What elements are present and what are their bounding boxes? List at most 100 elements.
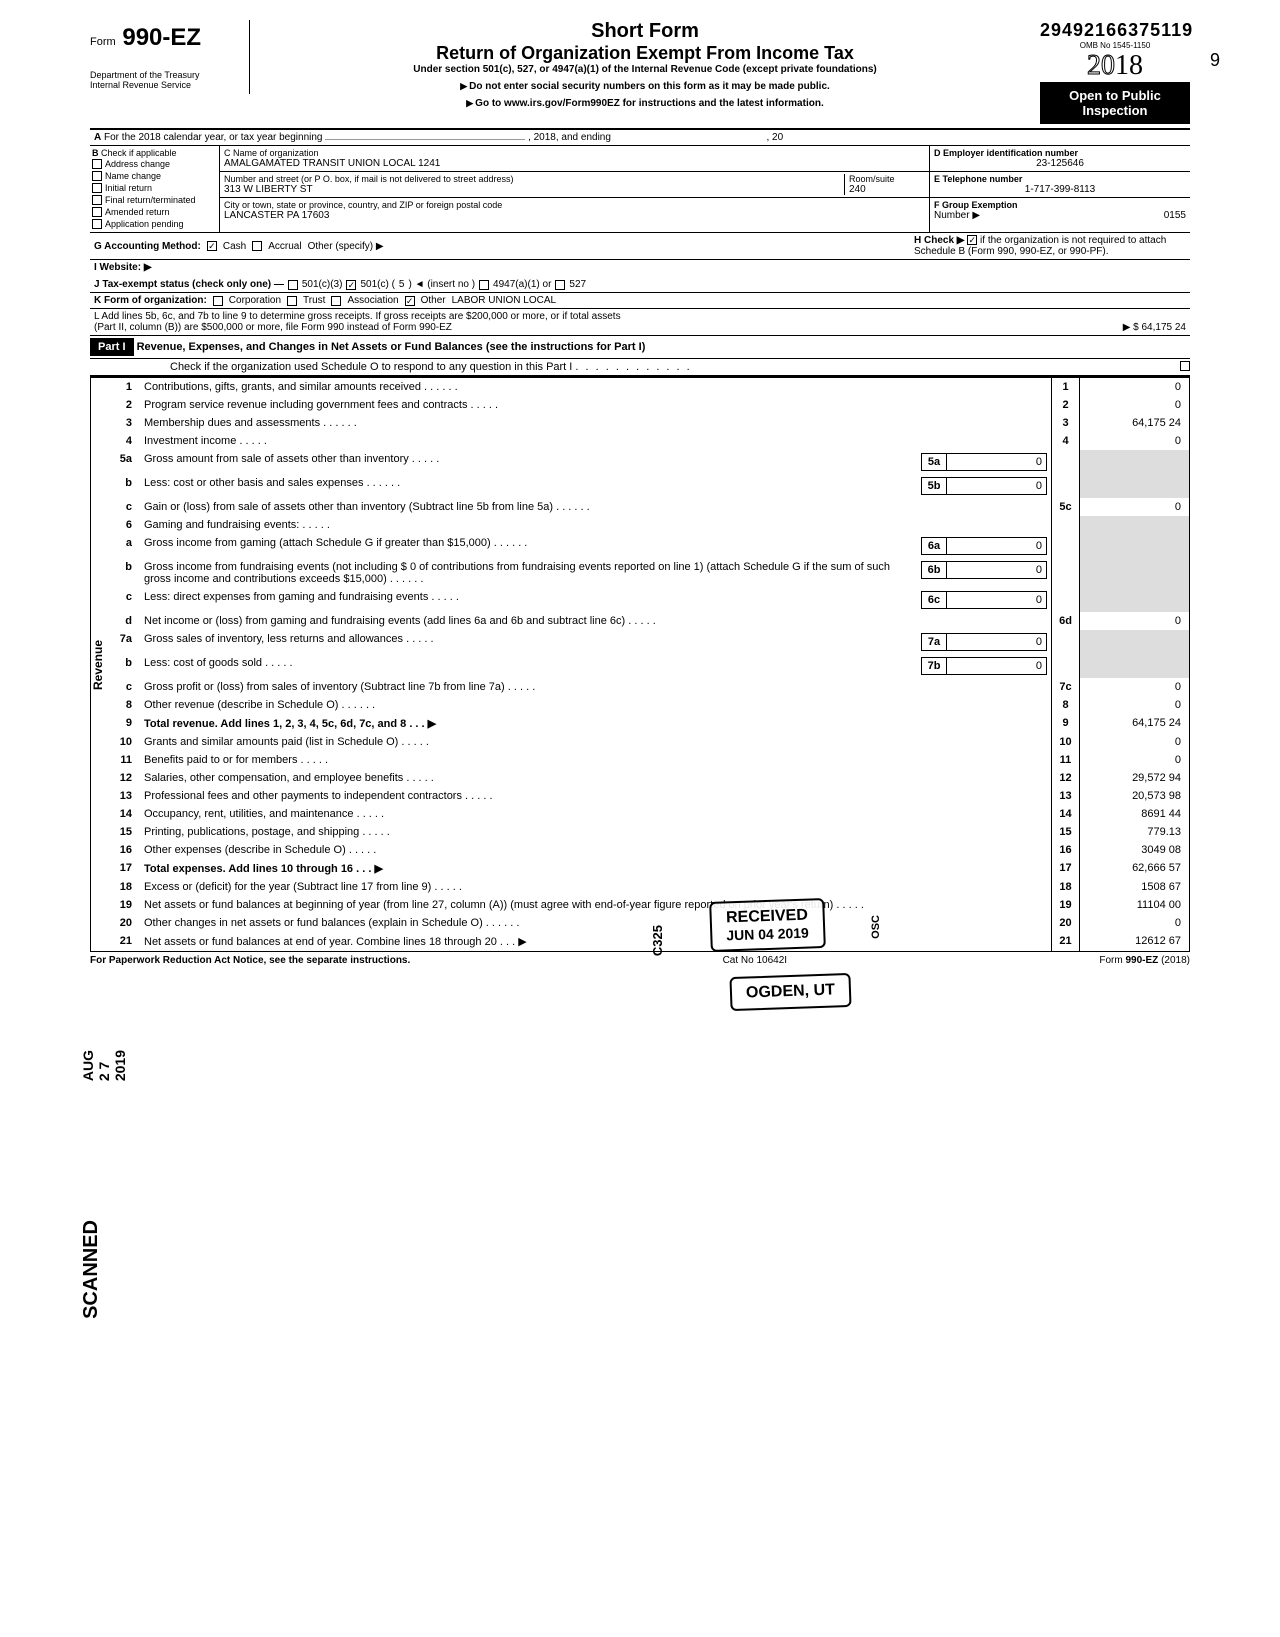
cb-initial-return[interactable] (92, 183, 102, 193)
line-number: 5a (112, 450, 140, 474)
cb-corp[interactable] (213, 296, 223, 306)
open-public-2: Inspection (1044, 103, 1186, 118)
line-desc: Program service revenue including govern… (140, 396, 912, 414)
row-a-text1: For the 2018 calendar year, or tax year … (104, 132, 322, 143)
vert-c325: C325 (650, 925, 665, 956)
box-label: 8 (1052, 696, 1080, 714)
inner-box-value: 0 (947, 561, 1047, 579)
line-row: 12Salaries, other compensation, and empl… (112, 769, 1190, 787)
cb-amended[interactable] (92, 207, 102, 217)
cb-cash[interactable] (207, 241, 217, 251)
line-number: 9 (112, 714, 140, 733)
line-desc: Net income or (loss) from gaming and fun… (140, 612, 912, 630)
group-exemption: 0155 (1164, 210, 1186, 221)
org-name: AMALGAMATED TRANSIT UNION LOCAL 1241 (224, 158, 925, 169)
line-desc: Gross income from fundraising events (no… (140, 558, 912, 588)
cb-name-change[interactable] (92, 171, 102, 181)
omb-number: OMB No 1545-1150 (1040, 41, 1190, 50)
cb-assoc[interactable] (331, 296, 341, 306)
box-value-shaded (1080, 654, 1190, 678)
cb-app-pending[interactable] (92, 219, 102, 229)
e-label: E Telephone number (934, 174, 1186, 184)
side-revenue: Revenue (90, 378, 112, 951)
line-number: 6 (112, 516, 140, 534)
box-label: 21 (1052, 932, 1080, 951)
directive-ssn: Do not enter social security numbers on … (258, 81, 1032, 92)
b-check-if: Check if applicable (101, 148, 177, 158)
lbl-501c3: 501(c)(3) (302, 279, 343, 290)
line-desc: Gross sales of inventory, less returns a… (140, 630, 912, 654)
line-number: b (112, 474, 140, 498)
line-row: cGain or (loss) from sale of assets othe… (112, 498, 1190, 516)
box-label: 19 (1052, 896, 1080, 914)
f-label: F Group Exemption (934, 200, 1186, 210)
line-row: 13Professional fees and other payments t… (112, 787, 1190, 805)
inner-box-label: 6c (921, 591, 947, 609)
cb-other-org[interactable] (405, 296, 415, 306)
form-number: 990-EZ (122, 24, 201, 51)
line-desc: Gross income from gaming (attach Schedul… (140, 534, 912, 558)
line-row: 3Membership dues and assessments . . . .… (112, 414, 1190, 432)
box-label-shaded (1052, 630, 1080, 654)
l-text1: L Add lines 5b, 6c, and 7b to line 9 to … (94, 311, 1186, 322)
vert-osc: OSC (870, 915, 882, 939)
part1-label: Part I (90, 338, 134, 356)
line-row: 5aGross amount from sale of assets other… (112, 450, 1190, 474)
cb-schedule-b[interactable] (967, 235, 977, 245)
cb-501c[interactable] (346, 280, 356, 290)
line-number: 10 (112, 733, 140, 751)
line-row: 15Printing, publications, postage, and s… (112, 823, 1190, 841)
cb-trust[interactable] (287, 296, 297, 306)
page-marker: 9 (1210, 50, 1220, 71)
line-number: 4 (112, 432, 140, 450)
scanned-stamp: SCANNED (80, 1220, 103, 1319)
gross-receipts: 64,175 24 (1142, 322, 1187, 333)
line-desc: Occupancy, rent, utilities, and maintena… (140, 805, 912, 823)
return-title: Return of Organization Exempt From Incom… (258, 43, 1032, 64)
row-a: A For the 2018 calendar year, or tax yea… (90, 130, 1190, 146)
inner-box-label: 7a (921, 633, 947, 651)
line-desc: Other revenue (describe in Schedule O) .… (140, 696, 912, 714)
line-number: 3 (112, 414, 140, 432)
cb-501c3[interactable] (288, 280, 298, 290)
line-desc: Gain or (loss) from sale of assets other… (140, 498, 912, 516)
lbl-501c: 501(c) ( (360, 279, 394, 290)
lbl-527: 527 (569, 279, 586, 290)
line-row: 8 Other revenue (describe in Schedule O) … (112, 696, 1190, 714)
inner-box-label: 5a (921, 453, 947, 471)
org-room: 240 (849, 184, 925, 195)
form-header: Form 990-EZ Department of the Treasury I… (90, 20, 1190, 130)
section-bcdef: B Check if applicable Address change Nam… (90, 146, 1190, 233)
lbl-cash: Cash (223, 241, 246, 252)
line-number: 16 (112, 841, 140, 859)
lbl-trust: Trust (303, 295, 325, 306)
box-value: 64,175 24 (1080, 714, 1190, 733)
stamp-ogden: OGDEN, UT (729, 973, 851, 1011)
cb-final-return[interactable] (92, 195, 102, 205)
row-a-text3: , 20 (766, 132, 783, 143)
dln-number: 29492166375119 (1040, 20, 1190, 41)
inner-box-label: 7b (921, 657, 947, 675)
lbl-amended: Amended return (105, 207, 170, 217)
line-number: 20 (112, 914, 140, 932)
box-label-shaded (1052, 558, 1080, 588)
line-desc: Printing, publications, postage, and shi… (140, 823, 912, 841)
box-label-shaded (1052, 588, 1080, 612)
cb-schedule-o[interactable] (1180, 361, 1190, 371)
b-label: B (92, 148, 99, 158)
box-value: 0 (1080, 696, 1190, 714)
box-value: 0 (1080, 498, 1190, 516)
box-value: 1508 67 (1080, 878, 1190, 896)
cb-527[interactable] (555, 280, 565, 290)
line-row: bLess: cost or other basis and sales exp… (112, 474, 1190, 498)
box-value-shaded (1080, 474, 1190, 498)
box-label: 2 (1052, 396, 1080, 414)
cb-4947[interactable] (479, 280, 489, 290)
line-row: 18Excess or (deficit) for the year (Subt… (112, 878, 1190, 896)
inner-box-value: 0 (947, 537, 1047, 555)
inner-box-value: 0 (947, 591, 1047, 609)
cb-address-change[interactable] (92, 159, 102, 169)
cb-accrual[interactable] (252, 241, 262, 251)
line-desc: Benefits paid to or for members . . . . … (140, 751, 912, 769)
open-public-1: Open to Public (1044, 88, 1186, 103)
